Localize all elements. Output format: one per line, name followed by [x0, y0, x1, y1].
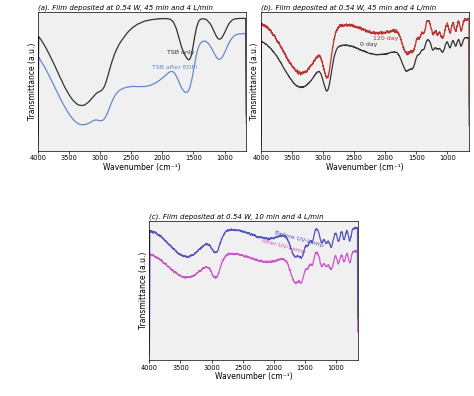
Text: 120 day: 120 day	[373, 36, 398, 41]
X-axis label: Wavenumber (cm⁻¹): Wavenumber (cm⁻¹)	[326, 163, 404, 172]
Text: (c). Film deposited at 0.54 W, 10 min and 4 L/min: (c). Film deposited at 0.54 W, 10 min an…	[149, 213, 324, 220]
Text: (a). Film deposited at 0.54 W, 45 min and 4 L/min: (a). Film deposited at 0.54 W, 45 min an…	[38, 4, 213, 11]
Text: TSB after EDFI: TSB after EDFI	[152, 65, 197, 70]
X-axis label: Wavenumber (cm⁻¹): Wavenumber (cm⁻¹)	[215, 372, 292, 381]
Text: (b). Film deposited at 0.54 W, 45 min and 4 L/min: (b). Film deposited at 0.54 W, 45 min an…	[261, 4, 436, 11]
Y-axis label: Transmittance (a.u.): Transmittance (a.u.)	[139, 252, 148, 329]
Text: Before UV-Lamp: Before UV-Lamp	[274, 230, 324, 248]
Text: 0 day: 0 day	[360, 42, 378, 47]
Text: TSB only: TSB only	[167, 50, 195, 55]
Y-axis label: Transmittance (a.u.): Transmittance (a.u.)	[250, 43, 259, 120]
Text: After UV-Lamp: After UV-Lamp	[261, 238, 306, 254]
X-axis label: Wavenumber (cm⁻¹): Wavenumber (cm⁻¹)	[103, 163, 181, 172]
Y-axis label: Transmittance (a.u.): Transmittance (a.u.)	[27, 43, 36, 120]
